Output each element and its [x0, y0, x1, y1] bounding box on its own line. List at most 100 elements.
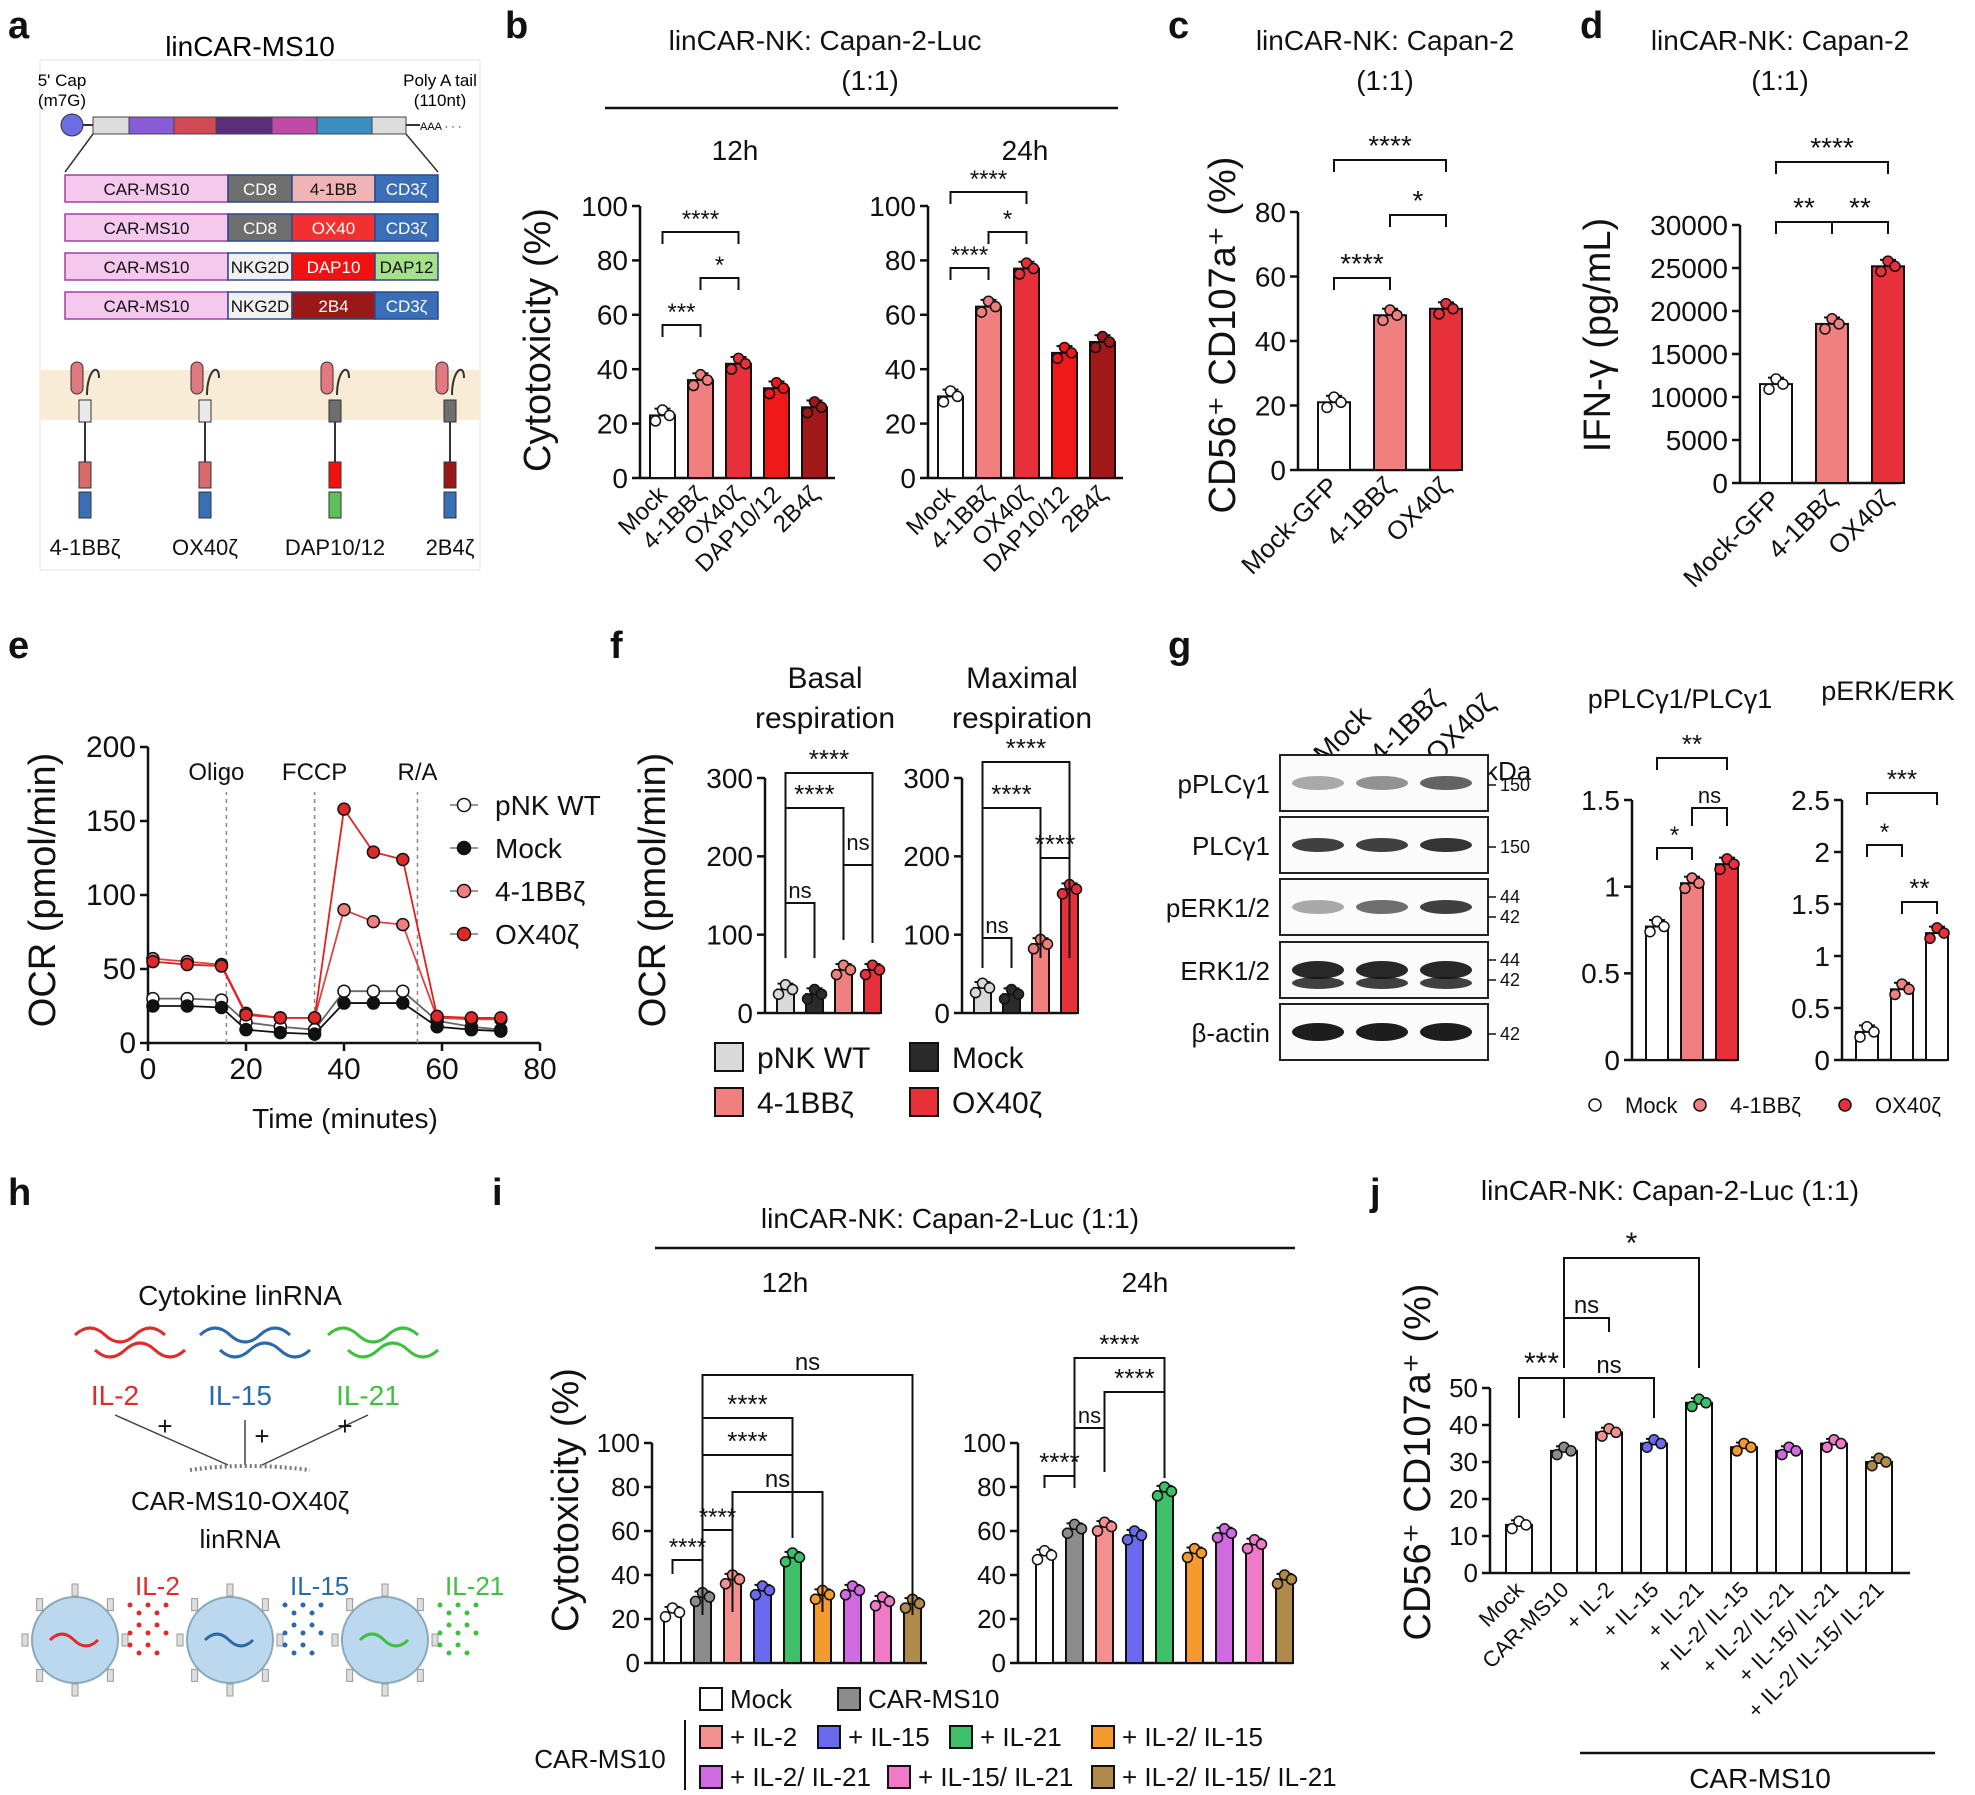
h-cell-receptor [381, 1683, 389, 1697]
panel-c-sig-a: **** [1368, 130, 1412, 161]
b-24h-category-label: 2B4ζ [1056, 481, 1113, 538]
b-12h-point [777, 382, 790, 394]
h-cytokine-dot [318, 1602, 324, 1608]
j-bar [1820, 1442, 1848, 1574]
i-legend-label: + IL-15 [848, 1722, 930, 1752]
i-24h-sig-0: **** [1039, 1447, 1079, 1477]
f-legend-swatch [714, 1087, 744, 1117]
g-plc-point [1644, 925, 1656, 938]
construct-segment [374, 252, 439, 281]
f-title-basal-1: Basal [787, 662, 862, 695]
g-plc-sig-a: ** [1682, 729, 1702, 759]
h-rna-strand [326, 1326, 420, 1344]
i-24h-tick-label: 60 [977, 1516, 1006, 1546]
j-sig-0-bracket [1563, 1257, 1700, 1368]
h-cytokine-dot [437, 1642, 443, 1648]
receptor-domain [320, 361, 334, 395]
i-24h-point [1151, 1490, 1164, 1502]
i-24h-point [1255, 1538, 1268, 1550]
g-legend-label: 4-1BBζ [1730, 1093, 1801, 1118]
h-cytokine-dot [446, 1610, 452, 1616]
g-band [1420, 776, 1472, 790]
panel-b-12h-sig-c: * [715, 252, 724, 279]
i-24h-point [1195, 1547, 1208, 1559]
b-12h-bar [687, 379, 714, 479]
e-tick-label: 50 [103, 953, 136, 986]
f-max-point [1070, 883, 1083, 895]
b-12h-point [763, 387, 776, 400]
g-plc-bar [1645, 925, 1669, 1061]
c-point [1321, 401, 1333, 414]
panel-letter-c: c [1168, 5, 1189, 47]
g-legend-label: Mock [1625, 1093, 1679, 1118]
j-bar [1865, 1461, 1893, 1574]
f-max-sig-c: **** [1035, 829, 1075, 859]
panel-e: OCR (pmol/min)Time (minutes)050100150200… [22, 731, 601, 1134]
g-band [1420, 900, 1472, 914]
i-12h-point [793, 1551, 806, 1564]
panel-b-24h-sig-b: **** [951, 242, 988, 269]
h-secreted-label: IL-15 [290, 1571, 349, 1601]
d-tick-label: 5000 [1666, 425, 1728, 456]
h-cell-receptor [261, 1598, 269, 1612]
b-24h-bar [1051, 351, 1078, 480]
g-plc-sig-c: ns [1698, 783, 1721, 808]
i-12h-point [883, 1595, 896, 1608]
b-24h-bar [1089, 341, 1116, 479]
c-point [1335, 396, 1347, 409]
h-cell-receptor [106, 1668, 114, 1682]
b-12h-bar [801, 406, 828, 479]
e-point [494, 1024, 508, 1038]
e-legend-marker [456, 840, 472, 856]
h-cytokine-dot [154, 1622, 160, 1628]
i-legend-swatch [699, 1687, 723, 1711]
b-24h-point [1027, 262, 1040, 275]
i-12h-sig-0-bracket [701, 1374, 914, 1615]
g-band [1420, 838, 1472, 852]
e-legend-label: OX40ζ [495, 919, 579, 950]
f-basal-point [772, 988, 785, 1000]
d-bar [1871, 265, 1905, 484]
h-linrna-strand [189, 1464, 311, 1472]
receptor-loop [206, 368, 220, 396]
b-12h-category-label: 2B4ζ [768, 481, 825, 538]
i-12h-point [659, 1611, 672, 1623]
e-legend-marker [456, 883, 472, 899]
i-legend-label: + IL-2/ IL-15/ IL-21 [1122, 1762, 1337, 1792]
h-cell-receptor [346, 1598, 354, 1612]
construct-segment [374, 174, 439, 203]
j-point [1745, 1441, 1757, 1453]
i-legend-swatch [837, 1687, 861, 1711]
g-row-label: β-actin [1191, 1018, 1270, 1048]
i-24h-bar [1035, 1554, 1054, 1664]
receptor-signal [198, 491, 212, 519]
i-24h-point [1121, 1534, 1134, 1546]
i-24h-tick-label: 20 [977, 1604, 1006, 1634]
cap-icon [60, 113, 84, 137]
g-plc-point [1728, 858, 1740, 870]
construct-label: 2B4 [318, 297, 348, 316]
g-kda-value: 44 [1500, 887, 1520, 907]
g-row-label: pPLCγ1 [1178, 769, 1271, 799]
f-title-max-1: Maximal [966, 662, 1078, 695]
e-marker-label: FCCP [282, 759, 347, 786]
panel-d-ylabel: IFN-γ (pg/mL) [1577, 218, 1619, 452]
g-band [1356, 1023, 1408, 1041]
g-erk-sig-c: ** [1909, 873, 1929, 903]
f-max-point [1056, 888, 1069, 900]
i-12h-bar [843, 1589, 862, 1665]
h-cytokine-dot [473, 1630, 479, 1636]
b-12h-point [725, 363, 738, 375]
i-24h-point [1165, 1485, 1178, 1498]
h-cytokine-label: IL-21 [336, 1380, 400, 1411]
e-point [396, 984, 410, 998]
c-tick-label: 0 [1270, 455, 1286, 486]
f-max-point [1027, 943, 1040, 955]
e-legend-label: Mock [495, 833, 563, 864]
b-12h-tick-label: 60 [597, 300, 628, 331]
receptor-loop [86, 368, 100, 396]
panel-d-sig-b-bracket [1775, 221, 1833, 234]
c-point [1377, 314, 1389, 327]
h-cell-rna [358, 1632, 410, 1648]
